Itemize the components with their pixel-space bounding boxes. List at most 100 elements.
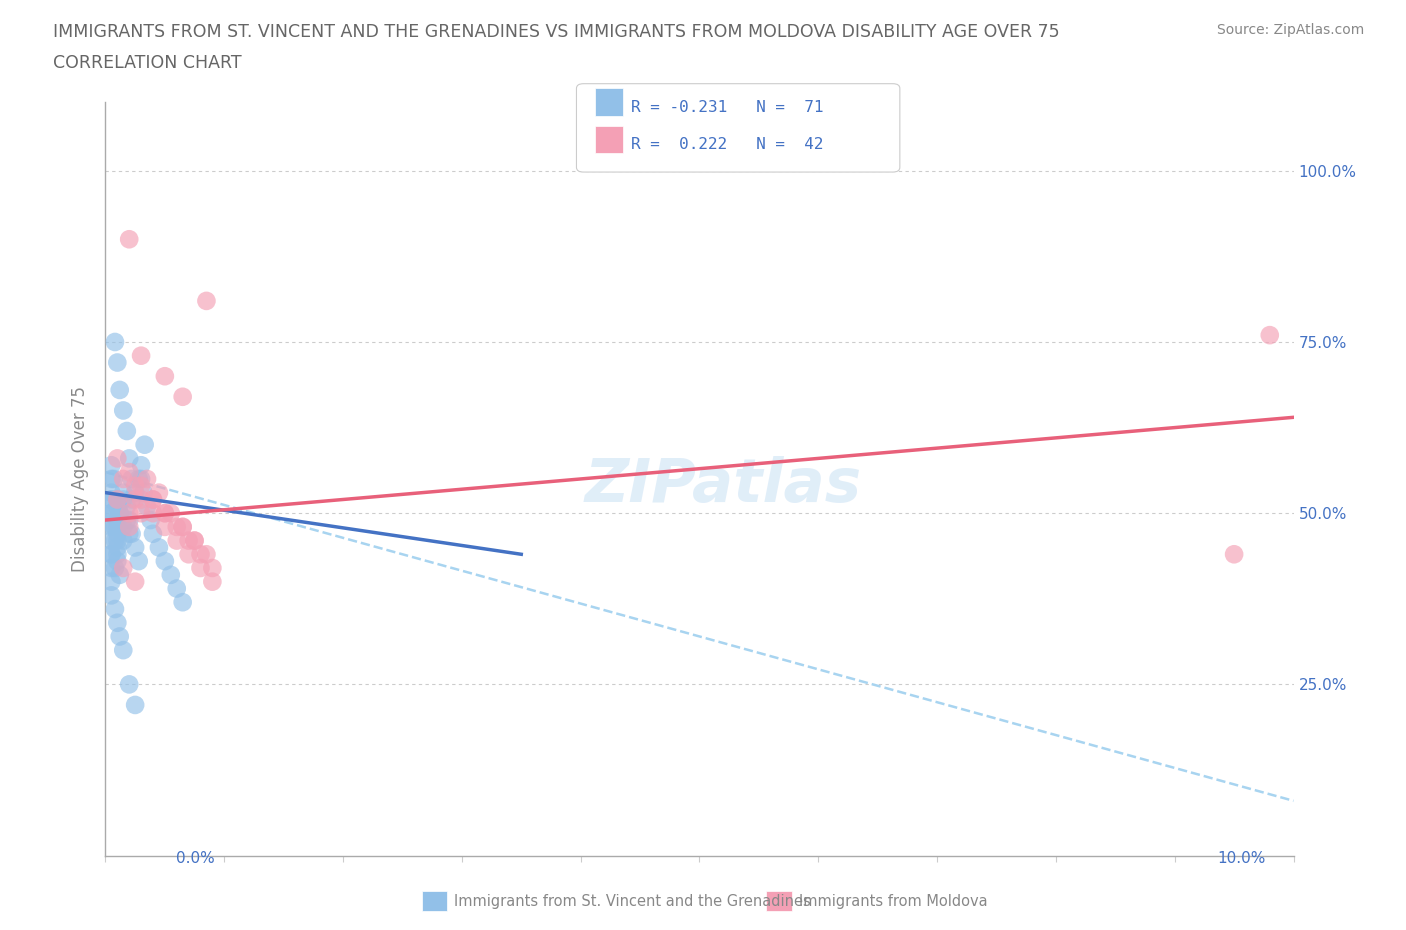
Point: [142, 492, 165, 507]
Point: [148, 485, 170, 500]
Point: [108, 567, 131, 582]
Point: [1223, 547, 1246, 562]
Point: [201, 561, 224, 576]
Point: [153, 369, 176, 384]
Point: [108, 506, 131, 521]
Point: [118, 451, 141, 466]
Point: [100, 472, 122, 486]
Point: [153, 553, 176, 568]
Point: [105, 498, 128, 513]
Point: [172, 520, 194, 535]
Text: R = -0.231   N =  71: R = -0.231 N = 71: [631, 100, 824, 115]
Point: [115, 423, 138, 438]
Point: [142, 492, 165, 507]
Point: [136, 498, 159, 513]
Point: [136, 472, 159, 486]
Point: [100, 492, 122, 507]
Text: R =  0.222   N =  42: R = 0.222 N = 42: [631, 137, 824, 152]
Point: [105, 451, 128, 466]
Point: [105, 526, 128, 541]
Point: [105, 553, 128, 568]
Point: [105, 540, 128, 555]
Point: [118, 526, 141, 541]
Point: [105, 492, 128, 507]
Point: [134, 437, 156, 452]
Point: [124, 492, 146, 507]
Point: [166, 533, 188, 548]
Point: [166, 520, 188, 535]
Point: [115, 512, 138, 527]
Point: [100, 574, 122, 589]
Point: [104, 520, 127, 535]
Point: [112, 520, 135, 535]
Point: [159, 567, 181, 582]
Point: [121, 526, 143, 541]
Point: [108, 629, 131, 644]
Point: [105, 492, 128, 507]
Point: [118, 465, 141, 480]
Point: [129, 506, 152, 521]
Text: 10.0%: 10.0%: [1218, 851, 1265, 866]
Point: [177, 547, 200, 562]
Point: [100, 561, 122, 576]
Point: [100, 506, 122, 521]
Point: [100, 506, 122, 521]
Point: [112, 533, 135, 548]
Point: [112, 561, 135, 576]
Point: [172, 595, 194, 610]
Text: 0.0%: 0.0%: [176, 851, 215, 866]
Text: Source: ZipAtlas.com: Source: ZipAtlas.com: [1216, 23, 1364, 37]
Point: [166, 581, 188, 596]
Text: Immigrants from Moldova: Immigrants from Moldova: [799, 894, 987, 909]
Point: [100, 547, 122, 562]
Point: [139, 512, 162, 527]
Point: [103, 520, 125, 535]
Point: [128, 553, 150, 568]
Point: [115, 498, 138, 513]
Point: [172, 520, 194, 535]
Point: [190, 547, 212, 562]
Point: [105, 355, 128, 370]
Point: [100, 588, 122, 603]
Point: [108, 382, 131, 397]
Point: [118, 232, 141, 246]
Point: [112, 485, 135, 500]
Point: [183, 533, 205, 548]
Point: [121, 472, 143, 486]
Point: [159, 506, 181, 521]
Point: [190, 561, 212, 576]
Point: [108, 506, 131, 521]
Point: [112, 643, 135, 658]
Point: [142, 506, 165, 521]
Point: [100, 506, 122, 521]
Point: [104, 533, 127, 548]
Point: [195, 547, 218, 562]
Point: [105, 547, 128, 562]
Point: [124, 478, 146, 493]
Point: [142, 526, 165, 541]
Point: [172, 390, 194, 405]
Point: [112, 492, 135, 507]
Point: [121, 492, 143, 507]
Point: [118, 506, 141, 521]
Point: [129, 492, 152, 507]
Text: ZIPatlas: ZIPatlas: [585, 457, 862, 515]
Point: [183, 533, 205, 548]
Text: Immigrants from St. Vincent and the Grenadines: Immigrants from St. Vincent and the Gren…: [454, 894, 811, 909]
Point: [153, 506, 176, 521]
Point: [129, 458, 152, 472]
Point: [105, 520, 128, 535]
Point: [105, 512, 128, 527]
Point: [118, 520, 141, 535]
Point: [148, 540, 170, 555]
Point: [104, 335, 127, 350]
Point: [104, 561, 127, 576]
Point: [201, 574, 224, 589]
Point: [124, 574, 146, 589]
Point: [153, 520, 176, 535]
Point: [112, 472, 135, 486]
Text: IMMIGRANTS FROM ST. VINCENT AND THE GRENADINES VS IMMIGRANTS FROM MOLDOVA DISABI: IMMIGRANTS FROM ST. VINCENT AND THE GREN…: [53, 23, 1060, 41]
Point: [105, 616, 128, 631]
Point: [128, 472, 150, 486]
Point: [132, 485, 155, 500]
